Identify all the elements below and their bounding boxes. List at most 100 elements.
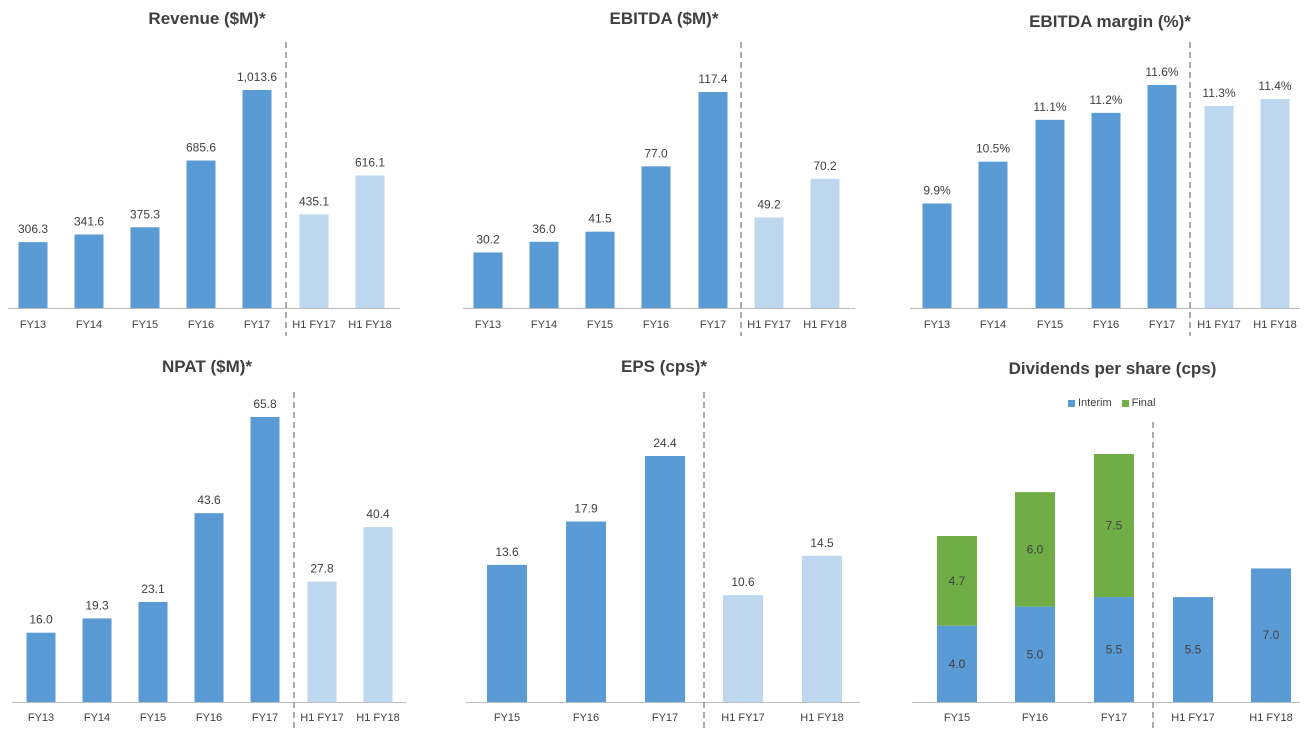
ebitda-margin-chart-panel: EBITDA margin (%)* FY13 FY14 FY15 FY16 FY17 H…: [0, 0, 1307, 345]
data-label: 27.8: [310, 562, 334, 576]
data-label: 41.5: [588, 212, 612, 226]
bar: [299, 214, 329, 308]
bar: [1260, 98, 1290, 308]
data-label: 70.2: [813, 159, 837, 173]
bar: [74, 234, 104, 308]
x-tick-label: FY17: [700, 319, 726, 331]
x-tick-label: FY15: [944, 712, 970, 724]
x-tick-label: FY14: [531, 319, 557, 331]
bar-interim: [1173, 597, 1213, 702]
x-tick-label: FY15: [494, 712, 520, 724]
bar: [529, 241, 559, 308]
data-label: 36.0: [532, 222, 556, 236]
legend-label: Final: [1131, 397, 1156, 409]
chart-title: EBITDA margin (%)*: [1029, 12, 1191, 31]
bar: [754, 217, 784, 308]
bar-interim: [1094, 597, 1134, 702]
bar: [978, 161, 1008, 308]
bar: [1035, 119, 1065, 308]
data-label: 49.2: [757, 197, 781, 211]
bar: [186, 160, 216, 308]
bar: [26, 632, 56, 702]
data-label: 375.3: [130, 207, 160, 221]
x-tick-label: FY17: [244, 319, 270, 331]
legend-label: Interim: [1078, 397, 1112, 409]
bar: [363, 527, 393, 702]
ebitda-chart-panel: EBITDA ($M)* FY13 FY14 FY15 FY16 FY17 H1 FY17…: [0, 0, 870, 345]
data-label: 19.3: [85, 598, 109, 612]
x-tick-label: H1 FY18: [356, 712, 399, 724]
data-label: 5.0: [1027, 647, 1044, 661]
data-label: 10.5%: [976, 142, 1010, 156]
data-label: 685.6: [186, 141, 216, 155]
bar: [585, 231, 615, 308]
bar: [307, 581, 337, 702]
x-tick-label: FY17: [652, 712, 678, 724]
x-tick-label: FY13: [924, 319, 950, 331]
x-tick-label: H1 FY18: [1249, 712, 1292, 724]
revenue-chart-panel: Revenue ($M)* FY13 FY14 FY15 FY16 FY17 H1 FY1…: [0, 0, 430, 345]
x-tick-label: FY17: [252, 712, 278, 724]
x-tick-label: FY16: [1093, 319, 1119, 331]
data-label: 1,013.6: [237, 70, 277, 84]
bar-interim: [1251, 568, 1291, 702]
legend-item-final: Final: [1121, 397, 1156, 409]
eps-chart: FY15 FY16 FY17 H1 FY17 H1 FY18 13.6 17.9 24.4 10…: [466, 392, 860, 729]
data-label: 23.1: [141, 582, 165, 596]
x-tick-label: FY15: [140, 712, 166, 724]
data-label: 6.0: [1027, 542, 1044, 556]
bar: [922, 203, 952, 308]
data-label: 616.1: [355, 155, 385, 169]
bar: [1091, 112, 1121, 308]
data-label: 11.4%: [1258, 79, 1291, 93]
data-label: 24.4: [653, 436, 677, 450]
bar: [566, 521, 606, 702]
x-tick-label: FY16: [196, 712, 222, 724]
bar: [802, 555, 842, 702]
data-label: 13.6: [495, 545, 519, 559]
npat-chart-panel: NPAT ($M)* FY13 FY14 FY15 FY16 FY17 H1 FY17 H1…: [0, 0, 430, 729]
bar: [1204, 105, 1234, 308]
chart-legend: Interim Final: [1068, 397, 1155, 409]
data-label: 7.0: [1263, 628, 1280, 642]
data-label: 11.1%: [1033, 100, 1066, 114]
data-label: 5.5: [1106, 643, 1123, 657]
x-tick-label: H1 FY18: [800, 712, 843, 724]
chart-title: Revenue ($M)*: [148, 9, 266, 28]
bar: [641, 166, 671, 308]
bar-final: [937, 536, 977, 626]
npat-chart: FY13 FY14 FY15 FY16 FY17 H1 FY17 H1 FY18 16.0 19…: [12, 392, 406, 729]
data-label: 30.2: [476, 232, 500, 246]
x-tick-label: FY14: [84, 712, 110, 724]
x-tick-label: H1 FY17: [747, 319, 790, 331]
legend-swatch-interim: [1068, 399, 1075, 407]
bar: [82, 618, 112, 702]
bar: [18, 242, 48, 308]
chart-title: NPAT ($M)*: [161, 357, 253, 376]
x-tick-label: H1 FY18: [803, 319, 846, 331]
x-tick-label: FY16: [188, 319, 214, 331]
bar-interim: [1015, 606, 1055, 702]
x-tick-label: FY13: [20, 319, 46, 331]
bar: [194, 513, 224, 702]
eps-chart-panel: EPS (cps)* FY15 FY16 FY17 H1 FY17 H1 FY18 13.…: [466, 357, 860, 729]
data-label: 4.0: [949, 657, 966, 671]
x-tick-label: FY13: [475, 319, 501, 331]
x-tick-label: H1 FY18: [348, 319, 391, 331]
data-label: 16.0: [29, 613, 53, 627]
data-label: 40.4: [366, 507, 390, 521]
x-tick-label: FY15: [132, 319, 158, 331]
x-tick-label: FY14: [76, 319, 102, 331]
bar: [645, 456, 685, 702]
bar: [138, 601, 168, 702]
ebitda-chart: FY13 FY14 FY15 FY16 FY17 H1 FY17 H1 FY18 30.2 36…: [463, 42, 855, 336]
bar: [723, 595, 763, 702]
x-tick-label: FY15: [587, 319, 613, 331]
x-tick-label: H1 FY17: [300, 712, 343, 724]
data-label: 11.2%: [1089, 93, 1122, 107]
data-label: 10.6: [731, 575, 755, 589]
data-label: 65.8: [253, 397, 277, 411]
x-tick-label: FY17: [1101, 712, 1127, 724]
data-label: 11.3%: [1202, 86, 1235, 100]
chart-title: EBITDA ($M)*: [609, 9, 719, 28]
